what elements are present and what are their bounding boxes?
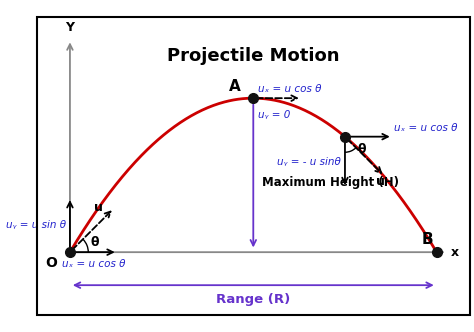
Text: O: O (45, 256, 57, 270)
Text: uᵧ = u sin θ: uᵧ = u sin θ (6, 220, 66, 230)
Text: x: x (451, 246, 459, 259)
Text: Maximum Height (H): Maximum Height (H) (263, 176, 400, 189)
Text: uₓ = u cos θ: uₓ = u cos θ (258, 84, 321, 94)
Text: θ: θ (90, 236, 99, 249)
Text: Range (R): Range (R) (216, 293, 291, 306)
Text: uₓ = u cos θ: uₓ = u cos θ (62, 259, 126, 269)
Text: u: u (94, 201, 103, 214)
Text: Y: Y (65, 21, 74, 34)
Text: Projectile Motion: Projectile Motion (167, 47, 339, 65)
Text: u: u (376, 175, 385, 188)
Text: uᵧ = 0: uᵧ = 0 (258, 110, 290, 120)
Text: θ: θ (358, 143, 366, 156)
Text: A: A (228, 79, 240, 94)
Text: uᵧ = - u sinθ: uᵧ = - u sinθ (277, 157, 341, 167)
Text: B: B (421, 232, 433, 247)
Text: uₓ = u cos θ: uₓ = u cos θ (394, 123, 458, 133)
